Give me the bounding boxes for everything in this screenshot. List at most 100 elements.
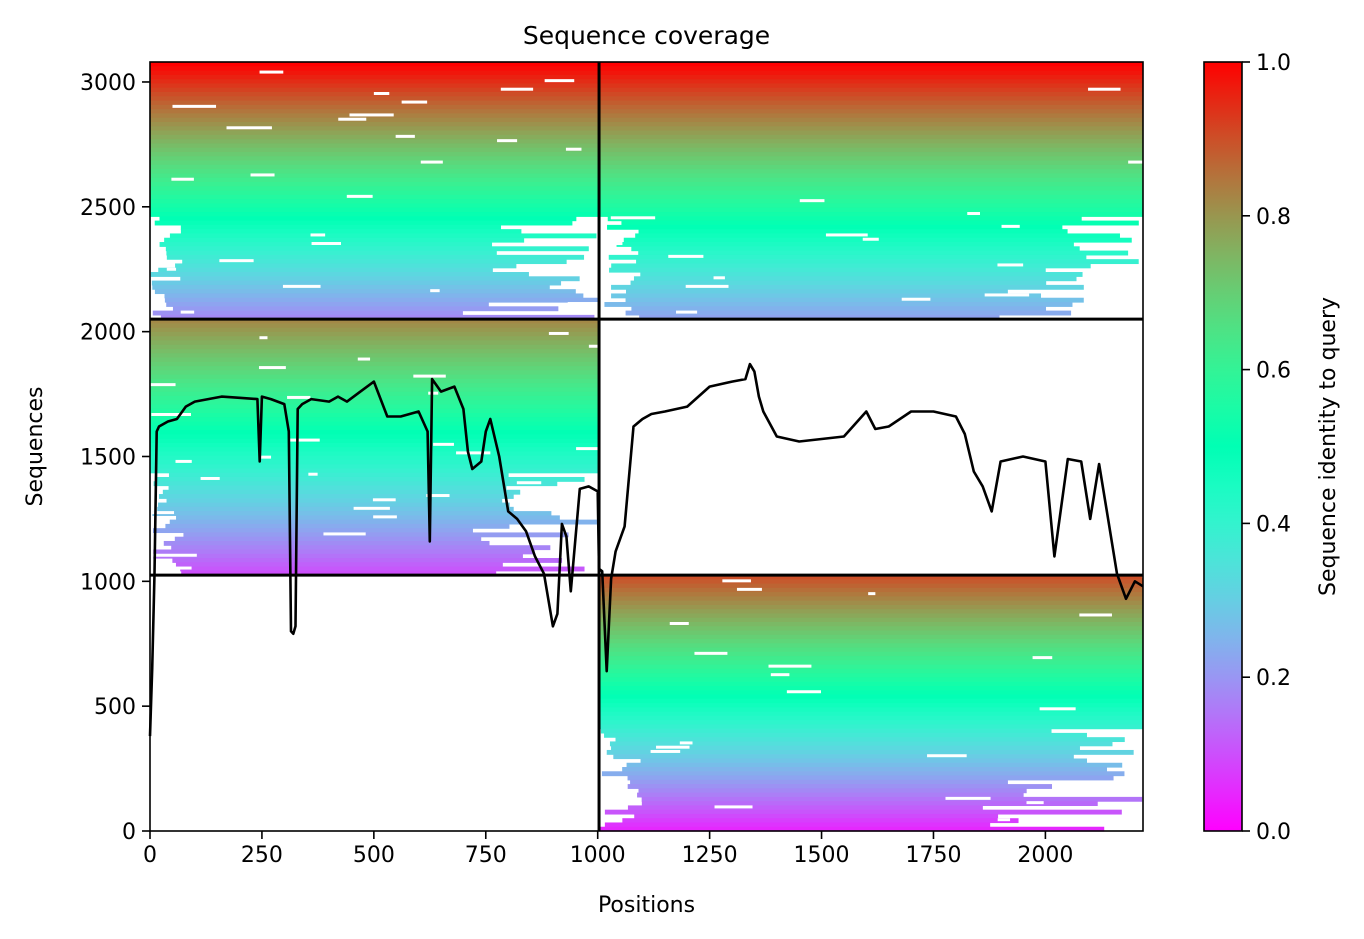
block-left-middle-band — [153, 528, 473, 534]
block-right-upper-band — [599, 62, 1143, 67]
block-left-upper-gap — [395, 134, 415, 138]
block-left-middle-band — [150, 417, 600, 423]
block-left-upper-gap — [544, 79, 575, 83]
block-left-middle-gap — [289, 438, 320, 442]
block-left-upper-band — [165, 246, 589, 252]
block-right-lower-band — [599, 613, 1143, 619]
block-left-upper-band — [150, 156, 600, 162]
block-left-middle-band — [181, 570, 497, 576]
block-right-lower-gap — [722, 579, 751, 583]
block-right-lower-band — [599, 583, 1143, 589]
block-left-middle-band — [158, 502, 510, 508]
block-right-lower-gap — [650, 749, 681, 753]
block-left-upper-band — [150, 152, 600, 157]
block-right-lower-band — [599, 826, 1105, 832]
block-right-upper-band — [599, 139, 1143, 145]
block-right-upper-band — [599, 160, 1143, 166]
chain-boundaries — [150, 62, 1143, 831]
block-right-lower-gap — [770, 673, 790, 677]
block-right-lower-band — [599, 677, 1143, 683]
block-right-upper-gap — [713, 276, 725, 280]
block-left-upper-band — [150, 62, 600, 67]
block-left-middle-band — [150, 323, 600, 329]
block-left-middle-gap — [433, 442, 454, 446]
block-left-middle-band — [153, 549, 535, 555]
block-left-upper-band — [150, 212, 600, 217]
block-right-lower-band — [606, 749, 1134, 755]
block-left-middle-gap — [353, 506, 390, 510]
block-left-middle-band — [150, 331, 600, 337]
block-right-lower-band — [599, 622, 1143, 627]
block-left-upper-gap — [282, 284, 321, 288]
block-right-lower-band — [599, 673, 1143, 679]
block-right-lower-gap — [1079, 613, 1112, 617]
block-left-middle-band — [157, 506, 514, 512]
block-left-middle-band — [150, 408, 600, 414]
block-left-upper-gap — [349, 113, 394, 117]
block-left-middle-band — [150, 387, 600, 393]
block-left-middle-gap — [426, 494, 450, 498]
block-right-upper-band — [599, 203, 1143, 209]
block-left-middle-band — [155, 476, 585, 482]
block-right-upper-gap — [901, 297, 931, 301]
block-right-upper-band — [599, 122, 1143, 127]
block-left-upper-band — [150, 100, 600, 106]
block-left-middle-band — [174, 536, 482, 542]
block-right-upper-band — [599, 74, 1143, 80]
block-right-lower-band — [604, 822, 991, 828]
x-tick-label: 0 — [143, 843, 157, 868]
block-left-upper-band — [150, 122, 600, 127]
block-right-upper-band — [631, 306, 1047, 312]
block-right-lower-gap — [736, 587, 762, 591]
colorbar-tick-label: 0.6 — [1256, 359, 1291, 384]
block-left-upper-band — [151, 280, 562, 286]
colorbar-tick-label: 0.0 — [1256, 820, 1291, 845]
block-right-lower-band — [599, 596, 1143, 602]
block-left-middle-band — [150, 370, 600, 376]
block-right-upper-band — [599, 182, 1143, 187]
block-left-upper-band — [150, 79, 600, 85]
block-left-middle-band — [150, 430, 600, 435]
block-right-upper-band — [599, 117, 1143, 123]
block-left-middle-band — [183, 532, 569, 538]
block-right-lower-band — [600, 728, 1052, 734]
block-right-lower-gap — [1032, 656, 1053, 660]
block-right-lower-band — [640, 758, 1087, 764]
block-left-middle-gap — [456, 451, 491, 455]
block-left-upper-band — [158, 267, 493, 273]
chart-title: Sequence coverage — [523, 21, 770, 50]
block-left-upper-band — [150, 87, 600, 93]
block-right-upper-band — [635, 233, 1120, 239]
block-right-upper-band — [625, 297, 1084, 303]
block-right-upper-band — [625, 310, 1072, 316]
block-left-upper-band — [150, 190, 600, 196]
block-left-upper-band — [150, 173, 600, 179]
block-left-middle-band — [150, 353, 600, 359]
block-left-middle-gap — [151, 413, 191, 416]
block-right-lower-band — [641, 801, 1098, 807]
coverage-heatmap — [150, 62, 1157, 832]
block-left-middle-band — [150, 319, 600, 325]
block-right-lower-band — [613, 754, 1074, 760]
block-right-lower-band — [599, 656, 1143, 661]
block-left-upper-gap — [565, 147, 582, 151]
block-right-upper-band — [599, 109, 1143, 115]
block-left-upper-band — [182, 259, 567, 265]
block-right-lower-band — [634, 813, 999, 819]
block-left-middle-band — [176, 515, 560, 521]
block-right-upper-band — [599, 173, 1143, 179]
block-left-middle-gap — [576, 447, 606, 451]
y-tick-label: 3000 — [80, 71, 136, 96]
block-left-upper-gap — [430, 289, 440, 293]
block-right-upper-band — [609, 267, 1046, 273]
block-right-lower-gap — [694, 651, 728, 655]
block-left-upper-band — [150, 70, 600, 76]
block-left-upper-gap — [250, 173, 275, 177]
x-axis: 0 250 500 750 1000 1250 1500 1750 2000 — [143, 831, 1073, 868]
block-left-middle-band — [150, 425, 600, 431]
block-left-middle-band — [168, 472, 509, 478]
block-right-upper-gap — [862, 237, 879, 241]
block-right-lower-band — [599, 703, 1143, 708]
block-left-upper-band — [150, 96, 600, 102]
block-right-lower-band — [599, 587, 1143, 593]
